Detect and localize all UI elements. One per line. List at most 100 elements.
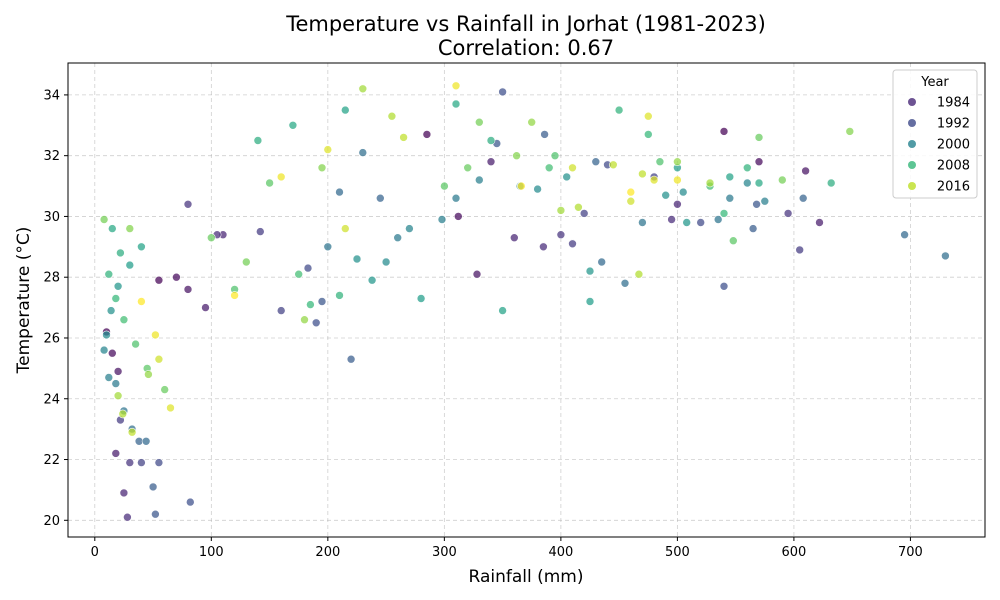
data-point (585, 266, 595, 276)
data-point (399, 133, 408, 142)
data-point (111, 294, 121, 303)
data-point (113, 281, 123, 291)
data-point (183, 285, 193, 294)
data-point (682, 218, 692, 227)
data-point (125, 260, 135, 270)
data-point (111, 379, 121, 388)
y-tick-label: 22 (43, 453, 60, 468)
data-point (166, 403, 175, 413)
data-point (108, 348, 117, 358)
data-point (137, 242, 146, 252)
data-point (719, 209, 729, 218)
data-point (119, 315, 129, 325)
data-point (102, 330, 111, 340)
y-tick-label: 26 (43, 331, 60, 346)
data-point (742, 163, 752, 173)
data-point (451, 193, 461, 203)
data-point (300, 315, 309, 325)
data-point (303, 263, 313, 273)
data-point (643, 111, 653, 121)
data-point (498, 87, 507, 97)
data-point (638, 218, 647, 227)
scatter-points (99, 81, 950, 522)
data-point (638, 169, 647, 179)
data-point (99, 345, 109, 355)
data-point (276, 172, 286, 182)
data-point (358, 84, 368, 94)
data-point (335, 187, 344, 197)
data-point (453, 212, 463, 221)
data-point (340, 224, 350, 233)
data-point (728, 236, 738, 245)
data-point (306, 300, 315, 309)
data-point (696, 218, 706, 227)
y-tick-label: 34 (43, 88, 60, 103)
x-tick-label: 300 (432, 545, 457, 560)
x-tick-label: 100 (199, 545, 224, 560)
x-tick-label: 500 (665, 545, 690, 560)
y-tick-label: 24 (43, 392, 60, 407)
data-point (144, 370, 153, 379)
data-point (597, 257, 607, 267)
data-point (673, 200, 682, 209)
data-point (705, 178, 715, 188)
legend-marker (908, 140, 916, 148)
y-axis-label: Temperature (°C) (14, 227, 34, 375)
data-point (783, 209, 793, 218)
data-point (340, 105, 350, 115)
data-point (748, 224, 758, 233)
data-point (754, 133, 764, 142)
data-point (579, 209, 589, 218)
data-point (183, 200, 193, 209)
data-point (201, 303, 210, 312)
data-point (317, 297, 327, 306)
data-point (474, 117, 484, 127)
data-point (154, 354, 164, 364)
data-point (104, 269, 114, 279)
x-tick-label: 0 (91, 545, 99, 560)
data-point (358, 148, 368, 157)
data-point (713, 215, 723, 224)
legend-entry-label: 1992 (937, 117, 970, 132)
data-point (393, 233, 403, 242)
data-point (99, 215, 109, 224)
data-point (795, 245, 805, 255)
data-point (562, 172, 572, 182)
data-point (539, 242, 548, 252)
data-point (719, 281, 729, 291)
data-point (620, 278, 630, 288)
data-point (352, 254, 362, 264)
data-point (160, 385, 169, 394)
data-point (125, 224, 135, 233)
data-point (550, 151, 560, 160)
data-point (585, 297, 595, 306)
data-point (900, 230, 909, 239)
x-axis-label: Rainfall (mm) (469, 567, 584, 587)
data-point (556, 230, 566, 239)
x-tick-label: 700 (898, 545, 923, 560)
data-point (123, 512, 132, 522)
data-point (151, 509, 160, 519)
data-point (667, 215, 676, 224)
axis-ticks: 0 100 200 300 400 500 600 700 20 22 24 26 28 30 32 34 (43, 88, 922, 560)
data-point (673, 157, 682, 166)
data-point (673, 175, 682, 185)
data-point (111, 449, 121, 458)
data-point (815, 218, 824, 227)
data-point (288, 121, 298, 130)
data-point (119, 488, 129, 498)
data-point (230, 291, 239, 300)
y-tick-label: 30 (43, 210, 60, 225)
data-point (106, 306, 116, 315)
data-point (798, 193, 808, 203)
data-point (719, 127, 729, 136)
data-point (760, 196, 770, 206)
data-point (255, 227, 265, 236)
data-point (486, 136, 496, 145)
data-point (367, 275, 377, 285)
data-point (544, 163, 554, 173)
data-point (451, 81, 461, 91)
data-point (845, 127, 855, 136)
data-point (381, 257, 391, 267)
